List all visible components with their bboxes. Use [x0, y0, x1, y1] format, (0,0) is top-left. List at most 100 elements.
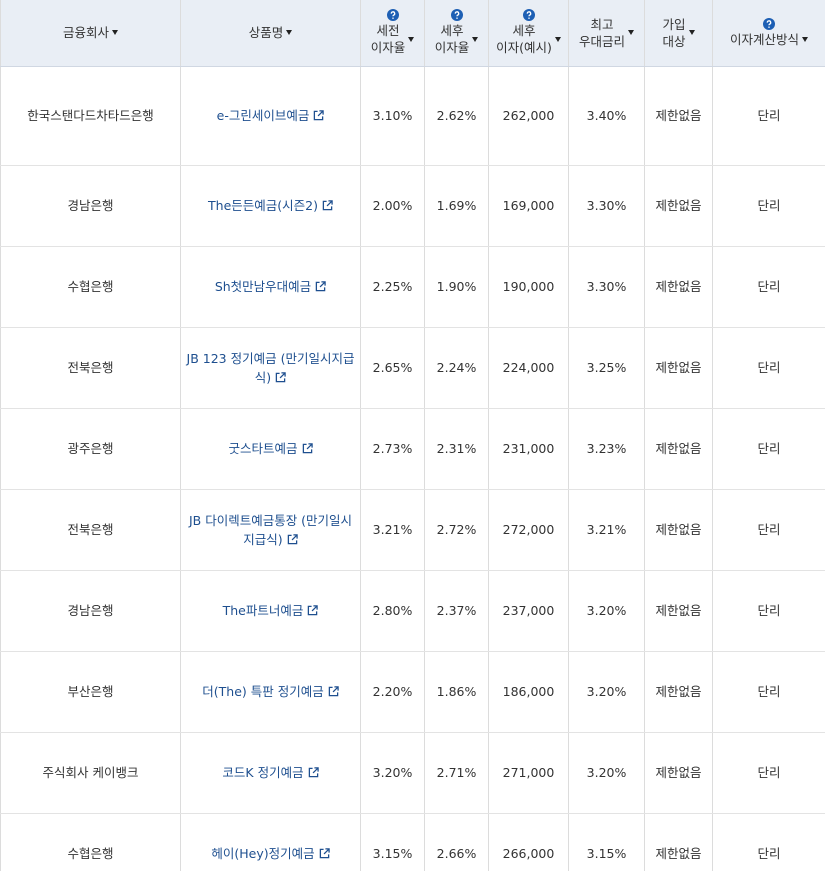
cell-text: 186,000 — [502, 684, 555, 699]
cell-text: 수협은행 — [67, 846, 114, 861]
cell-text: 3.20% — [372, 765, 413, 780]
table-cell: 제한없음 — [644, 732, 713, 814]
sort-toggle[interactable]: 가입 대상 — [662, 16, 695, 50]
cell-text: 224,000 — [502, 360, 555, 375]
table-cell: 3.23% — [568, 408, 645, 490]
product-link[interactable]: The든든예금(시즌2) — [208, 198, 333, 213]
table-cell: 단리 — [712, 570, 825, 652]
cell-text: 2.66% — [436, 846, 477, 861]
table-cell: 2.25% — [360, 246, 425, 328]
cell-text: 제한없음 — [655, 846, 702, 861]
table-cell: 단리 — [712, 813, 825, 871]
product-link[interactable]: Sh첫만남우대예금 — [215, 279, 326, 294]
cell-text: 제한없음 — [655, 108, 702, 123]
cell-text: 3.30% — [586, 279, 627, 294]
product-name: Sh첫만남우대예금 — [214, 279, 312, 294]
table-cell: 2.62% — [424, 66, 489, 166]
column-header: 상품명 — [180, 0, 361, 67]
table-cell: 1.86% — [424, 651, 489, 733]
table-cell: 3.40% — [568, 66, 645, 166]
header-label: 금융회사 — [63, 24, 109, 41]
cell-text: 전북은행 — [67, 360, 114, 375]
sort-toggle[interactable]: 세전 이자율 — [371, 22, 415, 56]
product-name: The파트너예금 — [222, 603, 304, 618]
column-header: 세후 이자(예시) — [488, 0, 569, 67]
table-cell: 제한없음 — [644, 165, 713, 247]
cell-text: 제한없음 — [655, 765, 702, 780]
table-cell: 2.73% — [360, 408, 425, 490]
product-link[interactable]: JB 123 정기예금 (만기일시지급식) — [187, 351, 355, 385]
product-link[interactable]: The파트너예금 — [223, 603, 319, 618]
sort-arrow — [554, 36, 561, 42]
sort-toggle[interactable]: 상품명 — [249, 24, 293, 41]
table-row: 광주은행 굿스타트예금 2.73% 2.31% 231,000 3.23% 제한없음 단리 — [0, 408, 825, 490]
help-icon[interactable] — [386, 9, 399, 22]
table-cell: 단리 — [712, 246, 825, 328]
help-icon[interactable] — [763, 17, 775, 30]
cell-text: 광주은행 — [67, 441, 114, 456]
product-link[interactable]: 굿스타트예금 — [228, 441, 313, 456]
table-cell: 3.21% — [568, 489, 645, 571]
table-cell: 더(The) 특판 정기예금 — [180, 651, 361, 733]
sort-toggle[interactable]: 세후 이자율 — [435, 22, 479, 56]
header-label: 가입 대상 — [662, 16, 685, 50]
sort-toggle[interactable]: 이자계산방식 — [730, 31, 808, 48]
cell-text: 190,000 — [502, 279, 555, 294]
cell-text: 단리 — [757, 603, 781, 618]
table-cell: 단리 — [712, 732, 825, 814]
product-name: JB 123 정기예금 (만기일시지급식) — [186, 350, 355, 385]
cell-text: 3.30% — [586, 198, 627, 213]
cell-text: 1.86% — [436, 684, 477, 699]
product-link[interactable]: 헤이(Hey)정기예금 — [211, 846, 330, 861]
table-cell: 262,000 — [488, 66, 569, 166]
table-row: 전북은행 JB 123 정기예금 (만기일시지급식) 2.65% 2.24% 224,0… — [0, 327, 825, 409]
cell-text: 2.24% — [436, 360, 477, 375]
product-link[interactable]: 코드K 정기예금 — [222, 765, 319, 780]
header-line: 우대금리 — [578, 33, 625, 49]
sort-toggle[interactable]: 금융회사 — [63, 24, 118, 41]
product-name: JB 다이렉트예금통장 (만기일시지급식) — [188, 512, 353, 547]
table-cell: 단리 — [712, 489, 825, 571]
table-cell: 2.80% — [360, 570, 425, 652]
sort-toggle[interactable]: 세후 이자(예시) — [496, 22, 561, 56]
table-cell: e-그린세이브예금 — [180, 66, 361, 166]
cell-text: 3.25% — [586, 360, 627, 375]
product-link[interactable]: JB 다이렉트예금통장 (만기일시지급식) — [189, 513, 352, 547]
table-body: 한국스탠다드차타드은행 e-그린세이브예금 3.10% 2.62% 262,000 3.4… — [0, 66, 825, 871]
table-cell: 제한없음 — [644, 408, 713, 490]
cell-text: 제한없음 — [655, 684, 702, 699]
product-link[interactable]: e-그린세이브예금 — [217, 108, 325, 123]
cell-text: 부산은행 — [67, 684, 114, 699]
table-cell: 굿스타트예금 — [180, 408, 361, 490]
column-header: 세후 이자율 — [424, 0, 489, 67]
header-line: 가입 — [662, 16, 686, 32]
column-header: 가입 대상 — [644, 0, 713, 67]
help-icon[interactable] — [450, 9, 463, 22]
table-cell: 2.72% — [424, 489, 489, 571]
external-link-icon — [308, 767, 319, 778]
table-cell: 237,000 — [488, 570, 569, 652]
cell-text: 1.90% — [436, 279, 477, 294]
column-header: 금융회사 — [0, 0, 181, 67]
table-cell: The파트너예금 — [180, 570, 361, 652]
product-link[interactable]: 더(The) 특판 정기예금 — [202, 684, 339, 699]
table-cell: 1.69% — [424, 165, 489, 247]
external-link-icon — [315, 281, 326, 292]
table-cell: 단리 — [712, 408, 825, 490]
cell-text: 제한없음 — [655, 360, 702, 375]
cell-text: 3.20% — [586, 765, 627, 780]
header-label: 최고 우대금리 — [579, 16, 625, 50]
help-icon[interactable] — [522, 9, 535, 22]
cell-text: 3.40% — [586, 108, 627, 123]
table-cell: 3.20% — [568, 651, 645, 733]
external-link-icon — [319, 848, 330, 859]
table-cell: 헤이(Hey)정기예금 — [180, 813, 361, 871]
cell-text: 3.21% — [586, 522, 627, 537]
sort-toggle[interactable]: 최고 우대금리 — [579, 16, 634, 50]
cell-text: 단리 — [757, 108, 781, 123]
table-cell: 2.37% — [424, 570, 489, 652]
sort-arrow — [112, 30, 118, 36]
table-cell: 제한없음 — [644, 327, 713, 409]
cell-text: 2.31% — [436, 441, 477, 456]
